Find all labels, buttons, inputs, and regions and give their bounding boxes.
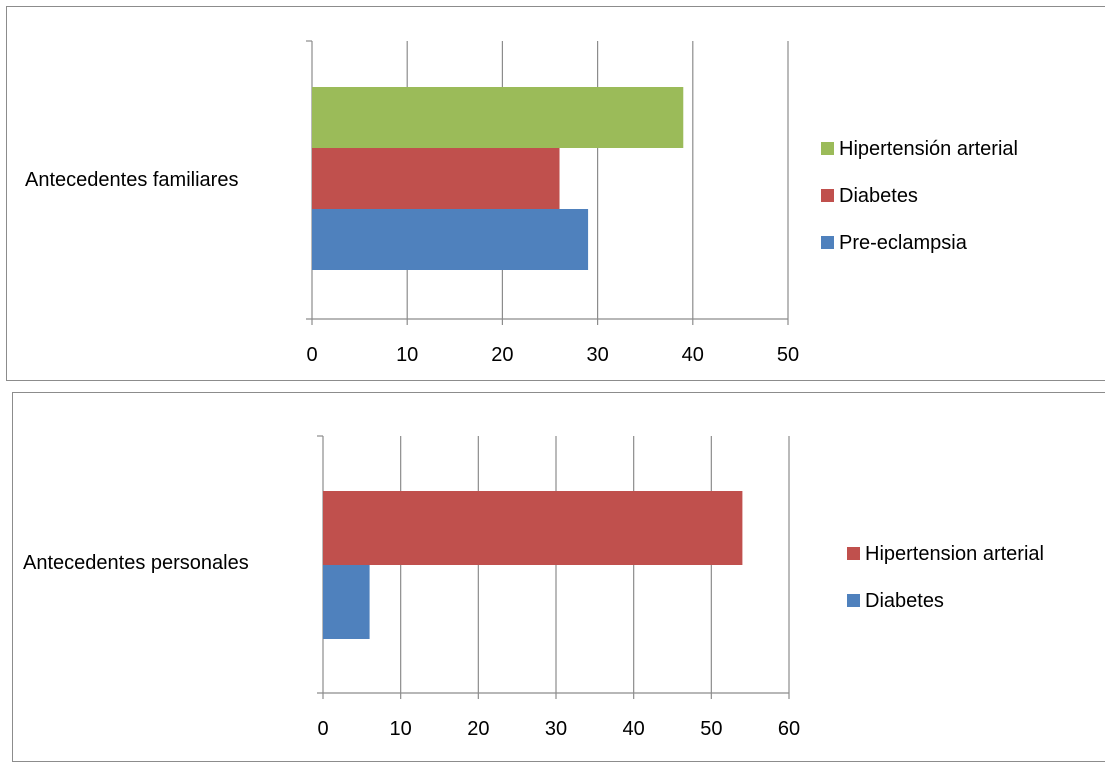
x-tick-label: 10 — [390, 718, 412, 740]
bar-pre-eclampsia — [312, 209, 589, 270]
legend-label: Pre-eclampsia — [839, 232, 968, 254]
bar-diabetes — [312, 148, 560, 209]
x-tick-label: 40 — [682, 344, 704, 366]
x-tick-label: 40 — [623, 718, 645, 740]
x-tick-label: 50 — [777, 344, 799, 366]
legend-swatch — [821, 189, 834, 202]
x-tick-label: 0 — [306, 344, 317, 366]
chart-antecedentes-personales: 0 10 20 30 40 50 60 Antecedentes personales Hipe… — [12, 392, 1105, 762]
bar-diabetes — [323, 565, 370, 639]
legend-swatch — [821, 142, 834, 155]
x-tick-label: 20 — [467, 718, 489, 740]
x-tick-label: 20 — [491, 344, 513, 366]
category-label: Antecedentes familiares — [25, 169, 238, 191]
chart-svg-familiares: 0 10 20 30 40 50 Antecedentes familiares Hipert… — [25, 40, 1018, 366]
legend-label: Hipertensión arterial — [839, 138, 1018, 160]
x-tick-label: 10 — [396, 344, 418, 366]
legend-label: Hipertension arterial — [865, 543, 1044, 565]
category-label: Antecedentes personales — [23, 552, 249, 574]
x-tick-label: 30 — [586, 344, 608, 366]
legend-swatch — [847, 547, 860, 560]
x-tick-label: 50 — [700, 718, 722, 740]
legend-label: Diabetes — [839, 185, 918, 207]
legend-swatch — [847, 594, 860, 607]
x-tick-label: 60 — [778, 718, 800, 740]
bar-hipertension-arterial — [323, 491, 743, 565]
legend-swatch — [821, 236, 834, 249]
x-tick-label: 30 — [545, 718, 567, 740]
chart-svg-personales: 0 10 20 30 40 50 60 Antecedentes personales Hipe… — [23, 435, 1044, 740]
x-tick-label: 0 — [317, 718, 328, 740]
chart-antecedentes-familiares: 0 10 20 30 40 50 Antecedentes familiares Hipert… — [6, 6, 1105, 381]
bar-hipertensi-n-arterial — [312, 87, 684, 148]
legend-label: Diabetes — [865, 590, 944, 612]
